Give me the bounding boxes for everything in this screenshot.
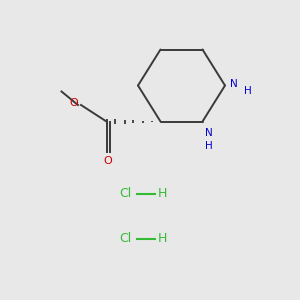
Text: H: H xyxy=(158,232,167,245)
Text: N: N xyxy=(206,128,213,138)
Text: Cl: Cl xyxy=(120,187,132,200)
Text: H: H xyxy=(244,86,251,96)
Text: H: H xyxy=(158,187,167,200)
Text: O: O xyxy=(103,156,112,166)
Text: Cl: Cl xyxy=(120,232,132,245)
Text: O: O xyxy=(70,98,79,109)
Text: N: N xyxy=(230,79,238,89)
Text: H: H xyxy=(206,141,213,151)
